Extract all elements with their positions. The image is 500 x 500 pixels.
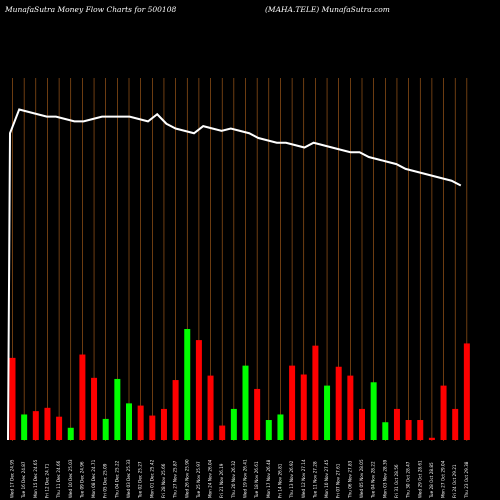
x-tick-label: Fri 05 Dec 25.09 <box>103 463 108 498</box>
x-tick-label: Fri 12 Dec 24.71 <box>44 463 49 498</box>
money-flow-bar <box>359 408 365 440</box>
x-tick-label: Mon 10 Nov 27.45 <box>324 459 329 498</box>
x-tick-label: Wed 17 Dec 24.95 <box>10 459 15 498</box>
money-flow-bar <box>149 415 156 440</box>
x-tick-label: Tue 02 Dec 25.27 <box>138 461 143 499</box>
money-flow-bar <box>184 329 191 440</box>
x-tick-label: Tue 18 Nov 26.61 <box>254 461 259 499</box>
x-tick-label: Fri 28 Nov 25.66 <box>161 463 166 498</box>
money-flow-bar <box>21 414 28 440</box>
x-tick-label: Thu 06 Nov 27.83 <box>347 460 352 499</box>
x-tick-label: Wed 05 Nov 28.05 <box>359 459 364 498</box>
money-flow-bar <box>114 378 121 440</box>
money-flow-bar <box>207 375 214 440</box>
money-flow-bar <box>335 366 342 440</box>
price-line <box>7 108 462 441</box>
x-tick-label: Wed 03 Dec 25.33 <box>126 459 131 498</box>
x-tick-label: Thu 23 Oct 29.38 <box>464 461 469 499</box>
x-tick-label: Mon 27 Oct 29.04 <box>441 460 446 498</box>
money-flow-bar <box>67 427 74 440</box>
x-tick-label: Thu 11 Dec 24.66 <box>56 460 61 499</box>
x-tick-label: Thu 27 Nov 25.87 <box>173 460 178 499</box>
money-flow-bar <box>242 365 249 440</box>
x-tick-label: Mon 17 Nov 26.48 <box>266 459 271 498</box>
money-flow-bar <box>417 420 424 440</box>
x-tick-label: Tue 11 Nov 27.28 <box>312 461 317 499</box>
money-flow-bar <box>137 405 144 440</box>
x-tick-label: Wed 12 Nov 27.14 <box>301 459 306 498</box>
chart-title-left: MunafaSutra Money Flow Charts for 500108 <box>5 5 177 14</box>
x-tick-label: Thu 20 Nov 26.32 <box>231 460 236 499</box>
money-flow-bar <box>195 340 202 440</box>
money-flow-bar <box>463 343 470 440</box>
x-tick-label: Tue 04 Nov 28.22 <box>371 461 376 499</box>
money-flow-bar <box>347 375 354 440</box>
money-flow-bar <box>102 418 109 440</box>
money-flow-bar <box>382 422 389 440</box>
x-tick-label: Fri 21 Nov 26.19 <box>219 463 224 498</box>
x-tick-label: Tue 28 Oct 28.85 <box>429 462 434 499</box>
x-tick-label: Mon 24 Nov 26.04 <box>208 459 213 498</box>
money-flow-bar <box>324 385 331 440</box>
chart-title-right: (MAHA.TELE) MunafaSutra.com <box>265 5 390 14</box>
money-flow-bar <box>56 416 63 440</box>
x-tick-label: Tue 25 Nov 25.97 <box>196 461 201 499</box>
money-flow-bar <box>289 365 296 440</box>
x-tick-label: Thu 30 Oct 28.47 <box>406 461 411 499</box>
money-flow-bar <box>370 382 377 440</box>
money-flow-bar <box>254 388 261 440</box>
money-flow-bar <box>91 377 98 440</box>
money-flow-bar <box>160 408 167 440</box>
money-flow-bar <box>32 411 39 440</box>
x-tick-label: Wed 19 Nov 26.41 <box>243 459 248 498</box>
money-flow-bar <box>405 420 412 440</box>
x-tick-label: Mon 03 Nov 28.39 <box>382 459 387 498</box>
x-tick-label: Fri 14 Nov 26.81 <box>277 463 282 498</box>
money-flow-bar <box>440 385 447 440</box>
money-flow-bar <box>172 380 179 440</box>
money-flow-bar <box>44 407 51 440</box>
money-flow-bar <box>312 345 319 440</box>
x-tick-label: Tue 16 Dec 24.87 <box>21 461 26 499</box>
money-flow-bar <box>79 354 86 440</box>
x-tick-label: Mon 15 Dec 24.65 <box>33 459 38 498</box>
x-tick-label: Fri 31 Oct 28.56 <box>394 464 399 498</box>
x-tick-label: Wed 10 Dec 25.03 <box>68 459 73 498</box>
money-flow-bar <box>126 403 132 440</box>
money-flow-bar <box>277 414 284 440</box>
money-flow-bar <box>230 408 237 440</box>
money-flow-bar <box>219 425 226 440</box>
x-tick-label: Fri 07 Nov 27.61 <box>336 463 341 498</box>
money-flow-bar <box>300 374 307 440</box>
x-tick-label: Mon 01 Dec 25.42 <box>149 459 154 498</box>
x-tick-label: Mon 08 Dec 24.71 <box>91 459 96 498</box>
x-tick-label: Thu 13 Nov 26.92 <box>289 460 294 499</box>
x-tick-label: Wed 29 Oct 28.61 <box>417 460 422 498</box>
x-tick-label: Tue 09 Dec 24.96 <box>79 461 84 499</box>
x-tick-label: Wed 26 Nov 25.90 <box>184 459 189 498</box>
x-tick-label: Fri 24 Oct 29.21 <box>452 464 457 498</box>
money-flow-bar <box>452 408 459 440</box>
x-tick-label: Thu 04 Dec 25.22 <box>114 460 119 499</box>
money-flow-bar <box>393 408 400 440</box>
money-flow-bar <box>428 437 435 440</box>
money-flow-bar <box>9 357 16 440</box>
money-flow-bar <box>265 420 272 440</box>
